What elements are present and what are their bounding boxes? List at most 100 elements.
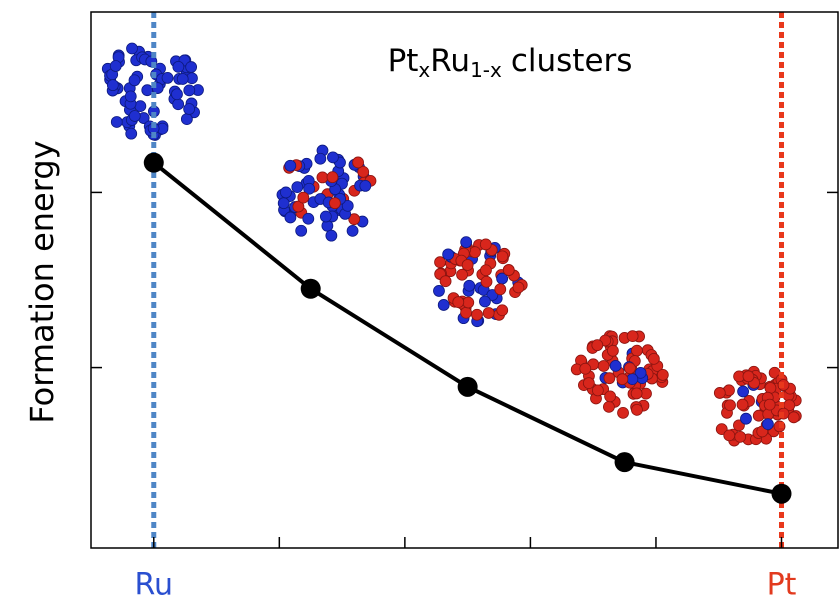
atom — [607, 345, 618, 356]
atom — [605, 391, 616, 402]
atom — [177, 73, 188, 84]
atom — [503, 265, 514, 276]
atom — [110, 61, 121, 72]
title-text: Ru — [430, 43, 470, 79]
atom — [469, 247, 480, 258]
atom — [315, 153, 326, 164]
atom — [173, 61, 184, 72]
atom — [738, 386, 749, 397]
atom — [135, 101, 146, 112]
cluster — [714, 366, 801, 446]
cluster — [433, 237, 527, 327]
atom — [278, 198, 289, 209]
atom — [464, 280, 475, 291]
atom — [592, 385, 603, 396]
atom — [624, 363, 635, 374]
atom — [480, 265, 491, 276]
atom — [603, 401, 614, 412]
atom — [438, 299, 449, 310]
cluster-illustrations — [102, 43, 801, 446]
cluster — [277, 145, 376, 241]
atom — [329, 198, 340, 209]
x-tick-label: Pt — [767, 568, 797, 603]
data-point — [458, 377, 478, 397]
atom — [184, 104, 195, 115]
atom — [353, 157, 364, 168]
title-subscript: x — [418, 58, 430, 82]
atom — [735, 431, 746, 442]
chart-title: PtxRu1-x clusters — [388, 43, 633, 82]
atom — [360, 180, 371, 191]
title-text: Pt — [388, 43, 419, 79]
atom — [327, 152, 338, 163]
atom — [737, 399, 748, 410]
data-line — [154, 163, 782, 494]
atom — [714, 387, 725, 398]
data-point — [772, 484, 792, 504]
atom — [347, 225, 358, 236]
title-subscript: 1-x — [470, 58, 502, 82]
atom — [126, 128, 137, 139]
atom — [129, 110, 140, 121]
atom — [472, 309, 483, 320]
atom — [657, 369, 668, 380]
atom — [127, 43, 138, 54]
y-axis-label: Formation energy — [23, 140, 61, 423]
atom — [280, 187, 291, 198]
atom — [326, 230, 337, 241]
atom — [181, 114, 192, 125]
atom — [462, 259, 473, 270]
atom — [592, 340, 603, 351]
atom — [433, 285, 444, 296]
atom — [764, 399, 775, 410]
atom — [513, 282, 524, 293]
atom — [443, 249, 454, 260]
atom — [186, 62, 197, 73]
atom — [463, 297, 474, 308]
atom — [285, 212, 296, 223]
atom — [495, 284, 506, 295]
atom — [142, 85, 153, 96]
atom — [481, 276, 492, 287]
atom — [285, 160, 296, 171]
atom — [111, 116, 122, 127]
atom — [617, 374, 628, 385]
atom — [583, 378, 594, 389]
data-point — [144, 153, 164, 173]
title-text: clusters — [511, 43, 633, 79]
atom — [627, 331, 638, 342]
atom — [107, 80, 118, 91]
atom — [631, 404, 642, 415]
atom — [453, 297, 464, 308]
atom — [618, 407, 629, 418]
chart: PtxRu1-x clusters Formation energy Ru Pt — [0, 0, 839, 607]
atom — [765, 383, 776, 394]
atom — [457, 269, 468, 280]
atom — [479, 296, 490, 307]
atom — [296, 225, 307, 236]
atom — [743, 371, 754, 382]
atom — [725, 400, 736, 411]
atom — [303, 213, 314, 224]
atom — [724, 430, 735, 441]
atom — [610, 360, 621, 371]
atom — [631, 345, 642, 356]
atom — [461, 307, 472, 318]
atom — [497, 305, 508, 316]
atom — [604, 373, 615, 384]
data-point — [301, 279, 321, 299]
atom — [320, 211, 331, 222]
atom — [440, 276, 451, 287]
atom — [580, 363, 591, 374]
atom — [129, 75, 140, 86]
data-point — [615, 452, 635, 472]
atom — [162, 72, 173, 83]
atom — [762, 419, 773, 430]
atom — [627, 374, 638, 385]
atom — [497, 251, 508, 262]
atom — [173, 99, 184, 110]
atom — [317, 172, 328, 183]
atom — [292, 182, 303, 193]
atom — [461, 237, 472, 248]
atom — [184, 85, 195, 96]
